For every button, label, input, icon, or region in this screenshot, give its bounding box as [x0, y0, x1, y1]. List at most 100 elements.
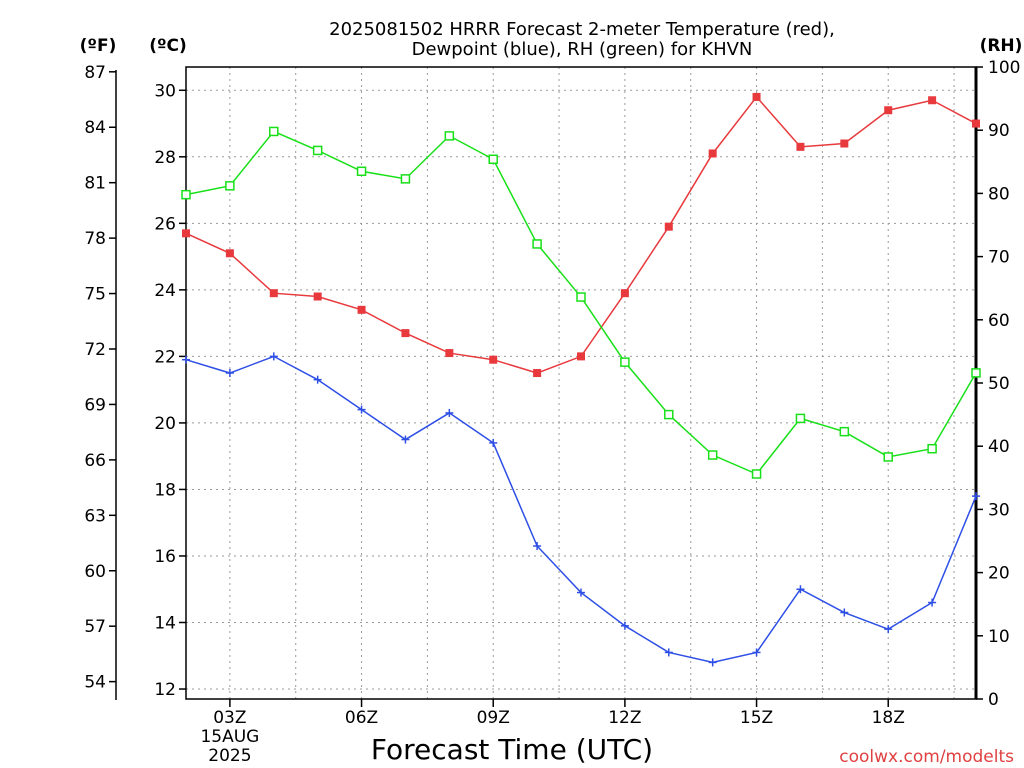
temperature-point — [225, 249, 234, 258]
celsius-tick-label: 28 — [154, 148, 176, 168]
dewpoint-point — [357, 405, 366, 414]
plot-frame — [185, 66, 977, 700]
series-temperature — [182, 92, 980, 378]
series-line-temperature — [185, 95, 977, 374]
rh-tick-label: 0 — [988, 690, 999, 710]
dewpoint-point — [972, 492, 980, 501]
celsius-tick-label: 16 — [154, 547, 176, 567]
x-tick-label: 2025 — [208, 746, 251, 766]
dewpoint-point — [313, 375, 322, 384]
temperature-point — [269, 289, 278, 298]
temperature-point — [445, 349, 454, 358]
celsius-tick-label: 22 — [154, 347, 176, 367]
chart-title: 2025081502 HRRR Forecast 2-meter Tempera… — [329, 19, 835, 60]
credit-link[interactable]: coolwx.com/modelts — [839, 747, 1014, 767]
fahrenheit-tick-label: 54 — [84, 673, 106, 693]
celsius-tick-label: 30 — [154, 81, 176, 101]
x-tick-label: 15Z — [740, 708, 773, 728]
dewpoint-point — [577, 588, 585, 597]
rh-point — [971, 368, 981, 378]
rh-point — [269, 126, 279, 137]
rh-tick-label: 60 — [988, 311, 1010, 331]
dewpoint-point — [928, 598, 937, 607]
dewpoint-point — [752, 648, 761, 657]
temperature-point — [182, 229, 190, 238]
dewpoint-point — [489, 438, 498, 447]
rh-tick-label: 100 — [988, 58, 1020, 78]
chart-grid — [186, 67, 976, 699]
dewpoint-point — [182, 355, 190, 364]
rh-tick-label: 90 — [988, 121, 1010, 141]
rh-tick-label: 80 — [988, 184, 1010, 204]
fahrenheit-axis-unit: (ºF) — [80, 36, 117, 56]
fahrenheit-tick-label: 75 — [84, 285, 106, 305]
chart-axes — [109, 66, 983, 707]
x-tick-label: 09Z — [477, 708, 510, 728]
rh-tick-label: 40 — [988, 437, 1010, 457]
rh-point — [751, 469, 762, 479]
series-line-rh — [185, 130, 977, 475]
dewpoint-point — [533, 541, 542, 550]
dewpoint-point — [664, 648, 673, 657]
celsius-tick-label: 26 — [154, 214, 176, 234]
chart-title-line-1: 2025081502 HRRR Forecast 2-meter Tempera… — [329, 19, 835, 40]
rh-point — [927, 443, 937, 454]
x-axis-label: Forecast Time (UTC) — [371, 733, 653, 766]
temperature-point — [401, 329, 410, 338]
fahrenheit-tick-label: 57 — [84, 617, 106, 637]
rh-tick-label: 30 — [988, 500, 1010, 520]
dewpoint-point — [445, 408, 454, 417]
fahrenheit-tick-label: 78 — [84, 229, 106, 249]
x-tick-label: 15AUG — [200, 727, 259, 747]
dewpoint-point — [225, 369, 234, 378]
fahrenheit-tick-label: 87 — [84, 63, 106, 83]
temperature-point — [313, 292, 322, 301]
dewpoint-point — [401, 435, 410, 444]
celsius-axis-unit: (ºC) — [149, 36, 187, 56]
rh-point — [839, 426, 850, 437]
rh-point — [488, 154, 498, 165]
rh-point — [620, 357, 630, 367]
rh-tick-label: 70 — [988, 248, 1010, 268]
rh-point — [444, 131, 455, 141]
rh-point — [181, 189, 191, 200]
x-tick-label: 12Z — [608, 708, 641, 728]
rh-point — [356, 166, 367, 177]
chart-title-line-2: Dewpoint (blue), RH (green) for KHVN — [412, 39, 753, 60]
temperature-point — [708, 149, 717, 158]
dewpoint-point — [708, 658, 717, 667]
temperature-point — [357, 305, 366, 314]
rh-tick-label: 20 — [988, 564, 1010, 584]
rh-point — [532, 239, 542, 249]
rh-tick-label: 50 — [988, 374, 1010, 394]
chart-series — [181, 92, 981, 667]
rh-point — [707, 450, 718, 460]
rh-point — [883, 452, 893, 462]
temperature-point — [489, 355, 498, 364]
celsius-tick-label: 12 — [154, 680, 176, 700]
rh-point — [400, 174, 411, 184]
temperature-point — [620, 289, 629, 298]
temperature-point — [840, 139, 849, 148]
rh-point — [312, 145, 323, 156]
series-line-dewpoint — [185, 355, 977, 664]
fahrenheit-tick-label: 81 — [84, 174, 106, 194]
fahrenheit-tick-label: 60 — [84, 562, 106, 582]
dewpoint-point — [840, 608, 849, 617]
rh-point — [795, 413, 806, 424]
fahrenheit-tick-label: 66 — [84, 451, 106, 471]
x-tick-label: 03Z — [213, 708, 246, 728]
temperature-point — [928, 96, 937, 105]
fahrenheit-tick-label: 72 — [84, 340, 106, 360]
dewpoint-point — [884, 625, 893, 634]
dewpoint-point — [796, 585, 805, 594]
x-tick-label: 18Z — [872, 708, 905, 728]
series-dewpoint — [182, 352, 980, 667]
rh-tick-label: 10 — [988, 627, 1010, 647]
celsius-tick-label: 14 — [154, 613, 176, 633]
rh-point — [225, 181, 235, 191]
fahrenheit-tick-label: 84 — [84, 118, 106, 138]
x-tick-label: 06Z — [345, 708, 378, 728]
chart-tick-labels: 54 57 60 63 66 69 72 75 78 81 84 87 12 14 16 18 20 22 24 26… — [84, 58, 1020, 766]
